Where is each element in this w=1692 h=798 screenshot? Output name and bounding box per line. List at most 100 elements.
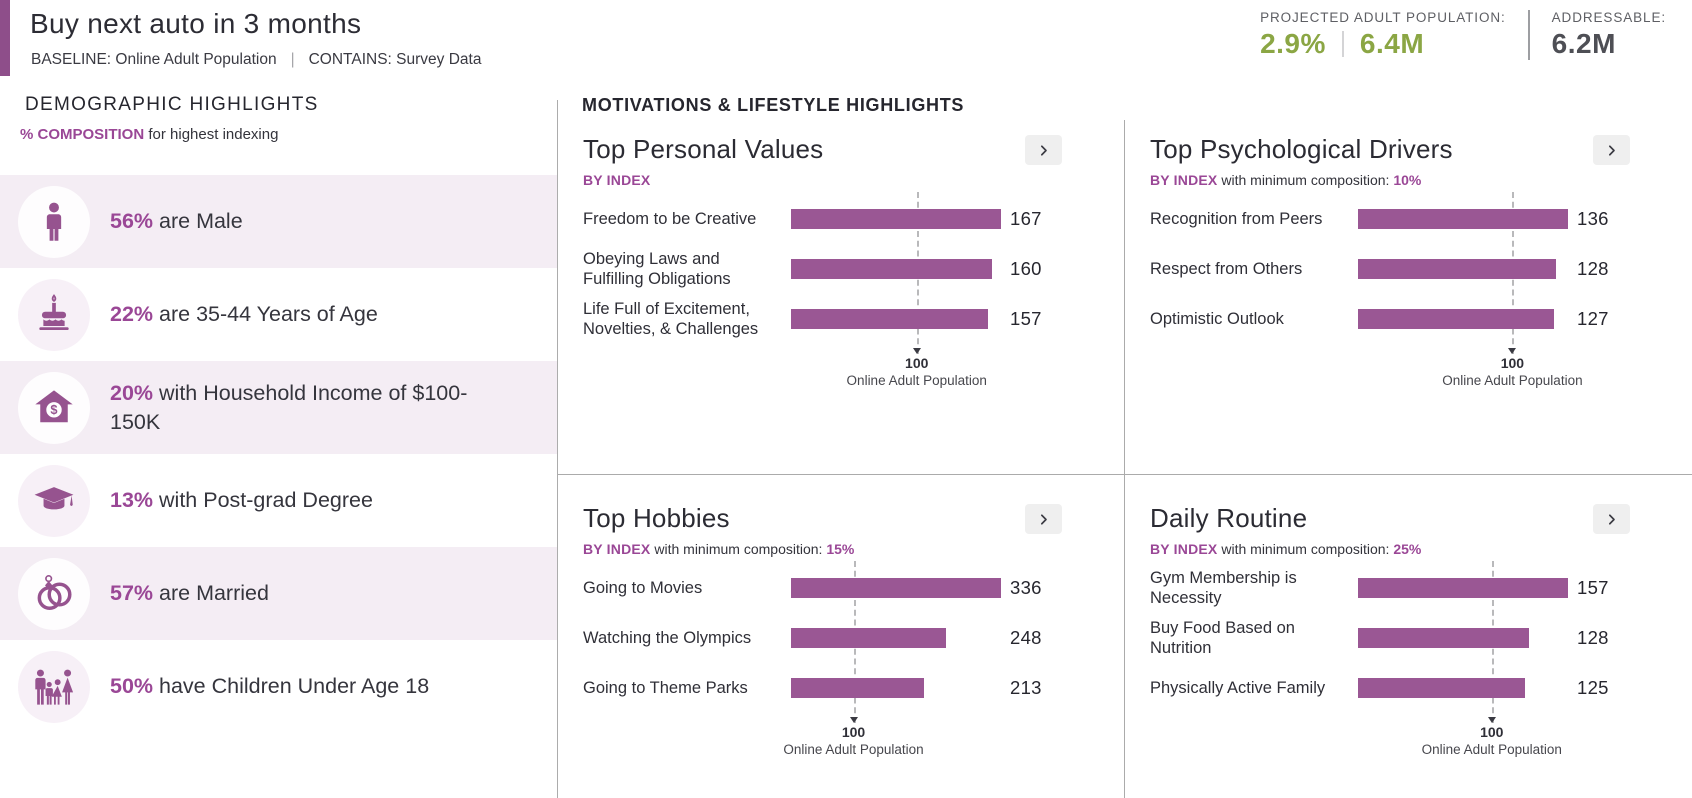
bar-value-label: 213 [1010,677,1042,698]
baseline-value: 100 [841,724,866,740]
bar-track [791,209,1001,229]
house-dollar-icon [18,371,90,444]
baseline-reference-block: 100 Online Adult Population [583,348,1096,398]
bar-category-label: Freedom to be Creative [583,209,757,228]
baseline-separator: | [290,51,295,68]
family-icon [18,650,90,723]
chart-bar-row: Recognition from Peers 136 [1150,198,1664,240]
baseline-text: BASELINE: Online Adult Population [31,51,277,68]
bar-track [1358,628,1568,648]
index-bar [1358,678,1526,698]
bar-category-label: Optimistic Outlook [1150,309,1284,328]
addressable-label: ADDRESSABLE: [1551,10,1666,25]
contains-text: CONTAINS: Survey Data [308,51,482,68]
panel-subtitle: BY INDEX with minimum composition: 10% [1150,172,1422,188]
bar-track [1358,309,1568,329]
baseline-label: Online Adult Population [846,373,987,388]
chart-bar-row: Going to Theme Parks 213 [583,667,1096,709]
bar-track [791,578,1001,598]
baseline-reference-block: 100 Online Adult Population [1150,348,1664,398]
composition-label-rest: for highest indexing [148,126,279,143]
panel-top-psychological-drivers: Top Psychological Drivers BY INDEX with … [1125,120,1692,474]
min-composition-value: 25% [1393,541,1422,557]
bar-category-label: Obeying Laws and Fulfilling Obligations [583,249,731,288]
baseline-value: 100 [905,355,929,371]
bar-track [791,309,1001,329]
bar-track [1358,209,1568,229]
index-bar-chart: Freedom to be Creative 167 Obeying Laws an… [583,192,1096,398]
panel-title: Top Psychological Drivers [1150,134,1453,164]
index-bar [791,309,989,329]
demographic-row: 56% are Male [0,175,557,268]
bar-category-label: Respect from Others [1150,259,1303,278]
demographic-stat: 13% with Post-grad Degree [110,488,373,513]
expand-panel-button[interactable] [1593,504,1630,534]
bar-track [1358,578,1568,598]
panel-daily-routine: Daily Routine BY INDEX with minimum comp… [1125,474,1692,798]
index-bar [791,578,1001,598]
male-icon [18,185,90,258]
bar-track [791,678,1001,698]
title-accent-bar [0,0,10,76]
demographic-row: 20% with Household Income of $100-150K [0,361,557,454]
baseline-arrow-icon [1487,717,1496,723]
expand-panel-button[interactable] [1025,504,1062,534]
stat-percent: 56% [110,209,154,234]
panel-title: Top Hobbies [583,503,730,533]
demographic-row: 57% are Married [0,547,557,640]
chart-bar-row: Physically Active Family 125 [1150,667,1664,709]
page-title: Buy next auto in 3 months [30,8,362,39]
chevron-right-icon [1604,512,1619,527]
stat-percent: 57% [110,581,154,606]
baseline-label: Online Adult Population [783,742,924,757]
demographics-list: 56% are Male 22% are 35-44 Years of Age 20… [0,175,557,733]
bar-track [791,628,1001,648]
index-bar-chart: Going to Movies 336 Watching the Olympics 2… [583,561,1096,767]
demographic-row: 13% with Post-grad Degree [0,454,557,547]
bar-category-label: Physically Active Family [1150,678,1326,697]
section-divider [557,100,558,798]
index-bar [1358,578,1568,598]
chart-bar-row: Going to Movies 336 [583,567,1096,609]
baseline-reference-block: 100 Online Adult Population [583,717,1096,767]
bar-category-label: Buy Food Based on Nutrition [1150,618,1295,657]
expand-panel-button[interactable] [1593,135,1630,165]
by-index-label: BY INDEX [1150,541,1218,557]
bar-value-label: 136 [1577,208,1609,229]
wedding-rings-icon [18,557,90,630]
min-composition-value: 15% [826,541,855,557]
bar-value-label: 157 [1010,308,1042,329]
chevron-right-icon [1604,143,1619,158]
index-bar-chart: Gym Membership is Necessity 157 Buy Food B… [1150,561,1664,767]
demographic-stat: 50% have Children Under Age 18 [110,674,430,699]
baseline-arrow-icon [912,348,921,354]
by-index-label: BY INDEX [1150,172,1218,188]
addressable-value: 6.2M [1551,28,1616,59]
expand-panel-button[interactable] [1025,135,1062,165]
demographic-stat: 22% are 35-44 Years of Age [110,302,378,327]
by-index-label: BY INDEX [583,172,651,188]
stat-percent: 13% [110,488,154,513]
bar-value-label: 128 [1577,627,1609,648]
bar-value-label: 157 [1577,577,1609,598]
baseline-reference-block: 100 Online Adult Population [1150,717,1664,767]
bar-track [1358,259,1568,279]
panel-subtitle: BY INDEX [583,172,1096,190]
baseline-label: Online Adult Population [1442,373,1583,388]
bar-category-label: Watching the Olympics [583,628,752,647]
index-bar [1358,259,1556,279]
panel-subtitle: BY INDEX with minimum composition: 15% [583,541,855,557]
chevron-right-icon [1036,512,1051,527]
bar-value-label: 336 [1010,577,1042,598]
stat-percent: 20% [110,381,154,406]
stats-vertical-rule [1527,10,1530,60]
chevron-right-icon [1036,143,1051,158]
index-bar [1358,628,1530,648]
panel-top-personal-values: Top Personal Values BY INDEX Freedom to … [558,120,1125,474]
index-bar [1358,209,1568,229]
baseline-arrow-icon [1508,348,1517,354]
baseline-value: 100 [1500,355,1525,371]
panel-top-hobbies: Top Hobbies BY INDEX with minimum compos… [558,474,1125,798]
index-bar [791,209,1001,229]
baseline-info: BASELINE: Online Adult Population | CONTAI… [31,51,481,69]
